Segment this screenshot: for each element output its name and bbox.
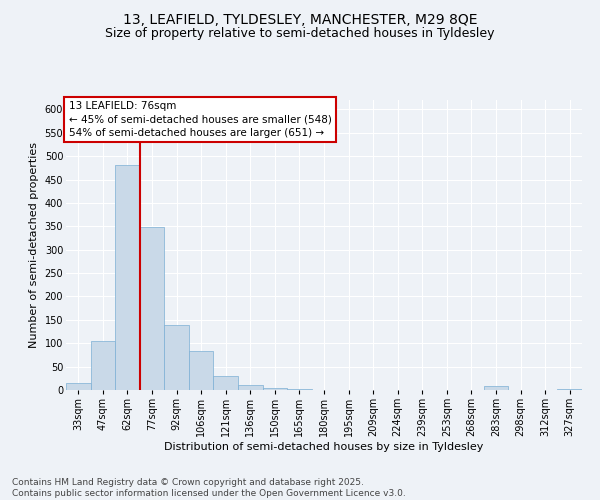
Bar: [287, 389, 312, 390]
Bar: [484, 386, 508, 390]
Text: 13, LEAFIELD, TYLDESLEY, MANCHESTER, M29 8QE: 13, LEAFIELD, TYLDESLEY, MANCHESTER, M29…: [123, 12, 477, 26]
X-axis label: Distribution of semi-detached houses by size in Tyldesley: Distribution of semi-detached houses by …: [164, 442, 484, 452]
Bar: [238, 385, 263, 390]
Bar: [66, 383, 91, 390]
Bar: [91, 341, 115, 390]
Text: Size of property relative to semi-detached houses in Tyldesley: Size of property relative to semi-detach…: [105, 28, 495, 40]
Bar: [214, 376, 238, 390]
Text: 13 LEAFIELD: 76sqm
← 45% of semi-detached houses are smaller (548)
54% of semi-d: 13 LEAFIELD: 76sqm ← 45% of semi-detache…: [68, 102, 331, 138]
Bar: [164, 324, 189, 390]
Bar: [115, 166, 140, 390]
Bar: [263, 388, 287, 390]
Text: Contains HM Land Registry data © Crown copyright and database right 2025.
Contai: Contains HM Land Registry data © Crown c…: [12, 478, 406, 498]
Y-axis label: Number of semi-detached properties: Number of semi-detached properties: [29, 142, 39, 348]
Bar: [140, 227, 164, 390]
Bar: [189, 351, 214, 390]
Bar: [557, 388, 582, 390]
